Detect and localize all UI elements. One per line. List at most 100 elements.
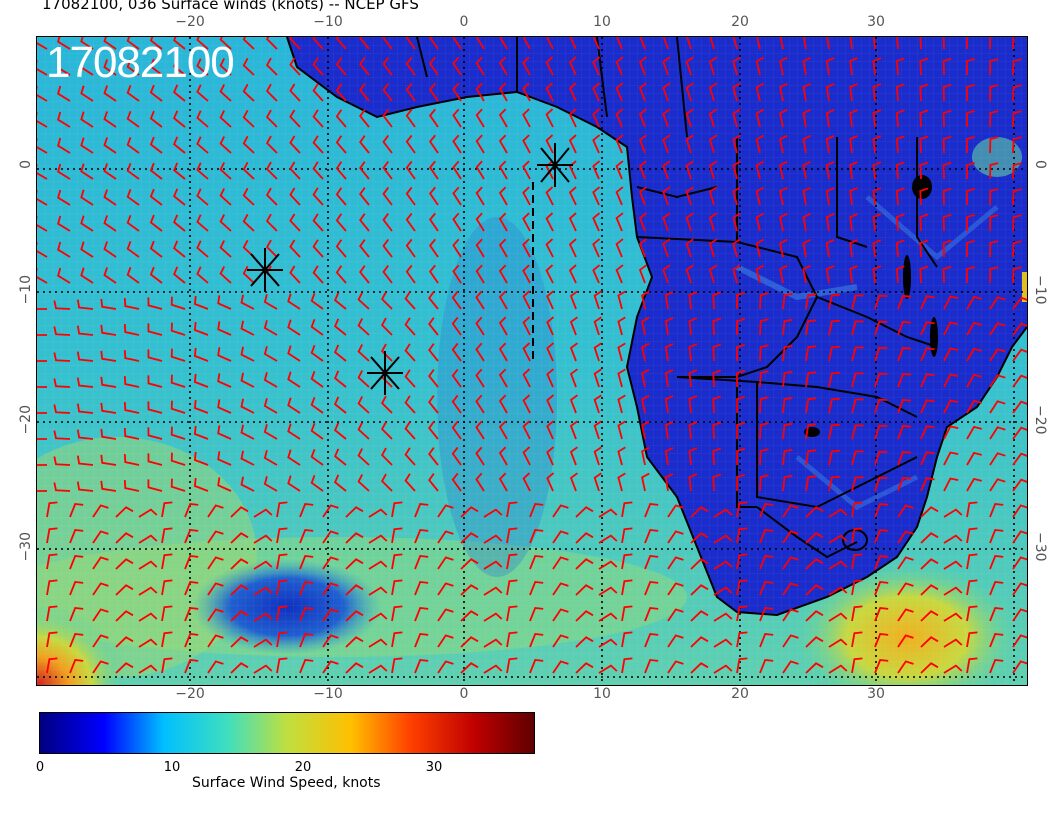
wind-barb [217,425,232,440]
right-lat-tick: −30 [1032,532,1048,562]
wind-barb [333,422,347,440]
wind-barb [126,266,140,284]
wind-barb [172,84,186,102]
wind-barb [779,37,784,50]
left-lat-tick: −30 [18,532,34,562]
wind-barb [690,506,709,518]
wind-barb [664,447,674,466]
wind-barb [712,395,722,414]
wind-barb [805,584,824,596]
wind-barb [57,37,71,50]
wind-barb [240,346,255,362]
wind-barb [1012,162,1022,180]
wind-barb [460,506,479,518]
wind-barb [333,318,347,336]
wind-barb [825,135,835,154]
wind-barb [662,37,669,50]
wind-barb [312,187,324,206]
wind-barb [287,371,301,388]
wind-barb [897,556,914,570]
wind-barb [919,83,929,102]
wind-barb [37,412,47,414]
wind-barb [414,581,429,596]
wind-barb [161,631,173,648]
wind-barb [732,134,741,154]
wind-barb [851,346,864,362]
left-lat-tick: −10 [18,275,34,305]
wind-barb [759,529,774,544]
wind-barb [896,37,899,50]
wind-barb [989,84,999,102]
wind-barb [460,636,479,648]
wind-barb [966,162,975,179]
wind-barb [825,109,835,128]
wind-barb [100,350,117,362]
wind-barb [872,37,876,50]
wind-barb [172,266,186,284]
wind-map[interactable]: 17082100 [37,37,1027,685]
wind-barb [170,426,186,440]
wind-barb [592,212,601,232]
wind-barb [920,373,935,388]
wind-barb [546,446,555,466]
wind-barb [522,134,531,154]
wind-barb [920,532,939,544]
wind-barb [828,475,840,492]
wind-barb [405,56,416,76]
wind-barb [138,612,158,622]
colorbar-label: Surface Wind Speed, knots [192,775,381,791]
wind-barb [80,189,94,206]
wind-barb [138,534,158,544]
wind-barb [475,160,485,180]
wind-barb [475,212,485,232]
wind-barb [193,399,209,414]
wind-barb [617,342,626,362]
wind-barb [126,84,140,102]
wind-barb [289,213,301,232]
wind-barb [452,212,462,232]
wind-barb [641,394,650,414]
wind-barb [943,347,959,362]
wind-barb [802,108,811,128]
wind-barb [708,238,718,258]
bottom-lon-tick: 0 [459,686,469,702]
wind-barb [335,239,347,258]
wind-barb [147,453,163,466]
wind-barb [123,402,140,414]
wind-barb [172,214,186,232]
wind-barb [76,351,94,362]
wind-barb [989,374,1006,388]
wind-barb [802,160,811,180]
wind-barb [662,108,671,128]
wind-barb [638,238,647,258]
wind-barb [92,660,109,674]
wind-barb [759,318,769,336]
wind-barb [207,608,224,622]
wind-barb [759,474,769,492]
wind-barb [522,446,531,466]
wind-barb [919,37,922,50]
wind-barb [100,324,117,336]
wind-barb [382,82,393,102]
wind-barb [874,555,889,570]
wind-barb [310,292,324,310]
wind-barb [391,631,403,648]
wind-barb [920,610,939,622]
wind-barb [115,584,134,596]
wind-barb [641,342,650,362]
wind-barb [322,608,339,622]
wind-barb [498,316,508,336]
wind-barb [92,582,109,596]
wind-barb [920,321,935,336]
wind-barb [126,162,140,180]
wind-barb [299,581,314,596]
wind-barb [897,320,912,336]
wind-barb [405,264,416,284]
wind-barb [709,37,715,50]
wind-barb [593,472,602,492]
wind-barb [357,292,370,310]
wind-barb [667,608,684,622]
wind-barb [299,659,314,674]
wind-barb [545,37,554,50]
wind-barb [147,349,163,362]
